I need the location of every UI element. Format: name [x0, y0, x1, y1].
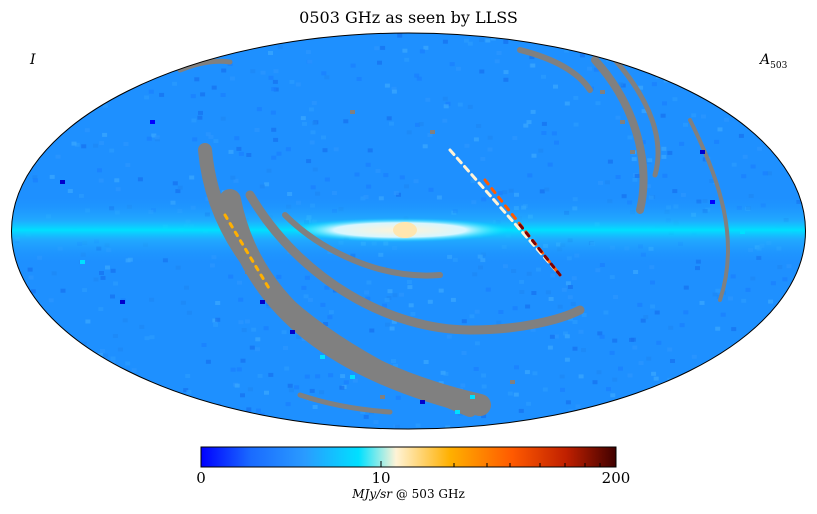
sky-map-pixels [11, 33, 806, 429]
colorbar-unit-label: MJy/sr @ 503 GHz [0, 487, 817, 501]
bright-scan-streak [223, 148, 562, 292]
dark-pixel-dots [60, 90, 745, 414]
colorbar-unit-rest: @ 503 GHz [392, 487, 465, 501]
colorbar [200, 446, 617, 468]
stokes-label: I [30, 52, 36, 68]
masked-scan-arcs [177, 47, 731, 417]
colorbar-min-label: 0 [196, 469, 206, 487]
colorbar-ticks [200, 461, 617, 467]
colorbar-max-label: 200 [601, 469, 631, 487]
band-label-sub: 503 [770, 60, 788, 71]
map-outline [11, 32, 806, 430]
colorbar-mid-label: 10 [371, 469, 391, 487]
page-title: 0503 GHz as seen by LLSS [299, 8, 518, 27]
galactic-center-peak [393, 222, 417, 238]
band-label-main: A [760, 52, 771, 68]
band-label: A503 [760, 52, 787, 71]
colorbar-unit-italic: MJy/sr [352, 487, 393, 501]
